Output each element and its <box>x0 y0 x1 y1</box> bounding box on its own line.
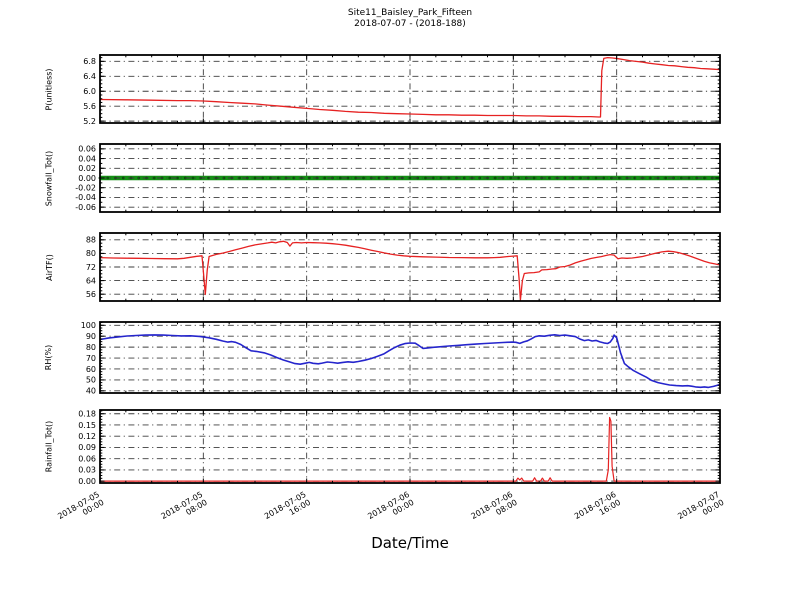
figure-title: Site11_Baisley_Park_Fifteen 2018-07-07 -… <box>20 8 800 30</box>
tick-marks <box>99 55 721 123</box>
ylabel-rainfall-tot: Rainfall_Tot() <box>44 420 54 473</box>
gridlines-p <box>100 55 720 123</box>
figure-title-line2: 2018-07-07 - (2018-188) <box>354 19 466 29</box>
svg-text:0.06: 0.06 <box>78 145 96 154</box>
svg-text:90: 90 <box>86 332 96 341</box>
svg-text:-0.06: -0.06 <box>75 203 96 212</box>
tick-marks <box>99 410 721 483</box>
ylabel-snowfall-tot: Snowfall_Tot() <box>44 150 54 206</box>
panel-rainfall: 0.18 0.15 0.12 0.09 0.06 0.03 0.00 <box>78 409 721 486</box>
svg-text:64: 64 <box>86 276 96 285</box>
y-tick-labels: 6.8 6.4 6.0 5.6 5.2 <box>83 57 96 126</box>
figure-title-line1: Site11_Baisley_Park_Fifteen <box>347 8 473 18</box>
y-tick-labels: 88 80 72 64 56 <box>86 236 96 299</box>
svg-text:0.09: 0.09 <box>78 443 96 452</box>
svg-text:0.00: 0.00 <box>78 174 96 183</box>
svg-text:6.8: 6.8 <box>83 57 96 66</box>
panel-snowfall: 0.060.040.020.00-0.02-0.04-0.06 <box>75 143 721 213</box>
markers-snowfall <box>98 176 714 180</box>
series-p <box>99 56 721 118</box>
svg-text:80: 80 <box>86 343 96 352</box>
ylabel-airtf: AirTF() <box>44 253 54 281</box>
series-airtf <box>99 240 721 301</box>
ylabel-rh: RH(%) <box>44 344 54 371</box>
svg-text:0.02: 0.02 <box>78 164 96 173</box>
gridlines-airtf <box>100 233 720 301</box>
svg-text:60: 60 <box>86 365 96 374</box>
y-tick-labels: 0.18 0.15 0.12 0.09 0.06 0.03 0.00 <box>78 410 96 486</box>
svg-text:50: 50 <box>86 376 96 385</box>
svg-text:0.15: 0.15 <box>78 421 96 430</box>
svg-text:0.06: 0.06 <box>78 454 96 463</box>
y-tick-labels: 100 90 80 70 60 50 40 <box>81 321 96 396</box>
svg-text:80: 80 <box>86 249 96 258</box>
svg-text:0.18: 0.18 <box>78 410 96 419</box>
svg-text:6.4: 6.4 <box>83 72 96 81</box>
y-tick-labels: 0.060.040.020.00-0.02-0.04-0.06 <box>75 145 96 212</box>
svg-text:-0.04: -0.04 <box>75 193 96 202</box>
x-tick-label: 2018-07-0608:00 <box>470 490 519 529</box>
svg-text:6.0: 6.0 <box>83 87 96 96</box>
svg-text:5.2: 5.2 <box>83 117 96 126</box>
svg-text:70: 70 <box>86 354 96 363</box>
tick-marks <box>99 322 721 393</box>
gridlines-rh <box>100 322 720 393</box>
panel-airtf: 88 80 72 64 56 <box>86 232 721 302</box>
svg-text:0.00: 0.00 <box>78 477 96 486</box>
x-tick-label: 2018-07-0500:00 <box>56 490 105 529</box>
x-tick-label: 2018-07-0508:00 <box>160 490 209 529</box>
x-tick-label: 2018-07-0600:00 <box>366 490 415 529</box>
svg-text:40: 40 <box>86 387 96 396</box>
tick-marks <box>99 232 721 302</box>
panel-rh: 100 90 80 70 60 50 40 <box>81 321 721 396</box>
svg-text:56: 56 <box>86 290 96 299</box>
gridlines-rainfall <box>100 410 720 483</box>
panel-p: 6.8 6.4 6.0 5.6 5.2 <box>83 54 721 126</box>
tick-marks <box>99 143 721 213</box>
x-tick-labels: 2018-07-0500:00 2018-07-0508:00 2018-07-05… <box>56 490 725 529</box>
svg-text:100: 100 <box>81 321 96 330</box>
svg-text:5.6: 5.6 <box>83 102 96 111</box>
svg-text:0.04: 0.04 <box>78 154 96 163</box>
x-tick-label: 2018-07-0700:00 <box>676 490 725 529</box>
x-tick-label: 2018-07-0516:00 <box>263 490 312 529</box>
x-axis-title: Date/Time <box>371 534 449 552</box>
svg-text:0.12: 0.12 <box>78 432 96 441</box>
svg-text:72: 72 <box>86 263 96 272</box>
svg-text:-0.02: -0.02 <box>75 184 96 193</box>
series-rainfall <box>100 416 720 482</box>
ylabel-p-unitless: P(unitless) <box>44 67 54 111</box>
svg-text:88: 88 <box>86 236 96 245</box>
x-tick-label: 2018-07-0616:00 <box>573 490 622 529</box>
series-rh <box>99 333 721 389</box>
svg-text:0.03: 0.03 <box>78 466 96 475</box>
